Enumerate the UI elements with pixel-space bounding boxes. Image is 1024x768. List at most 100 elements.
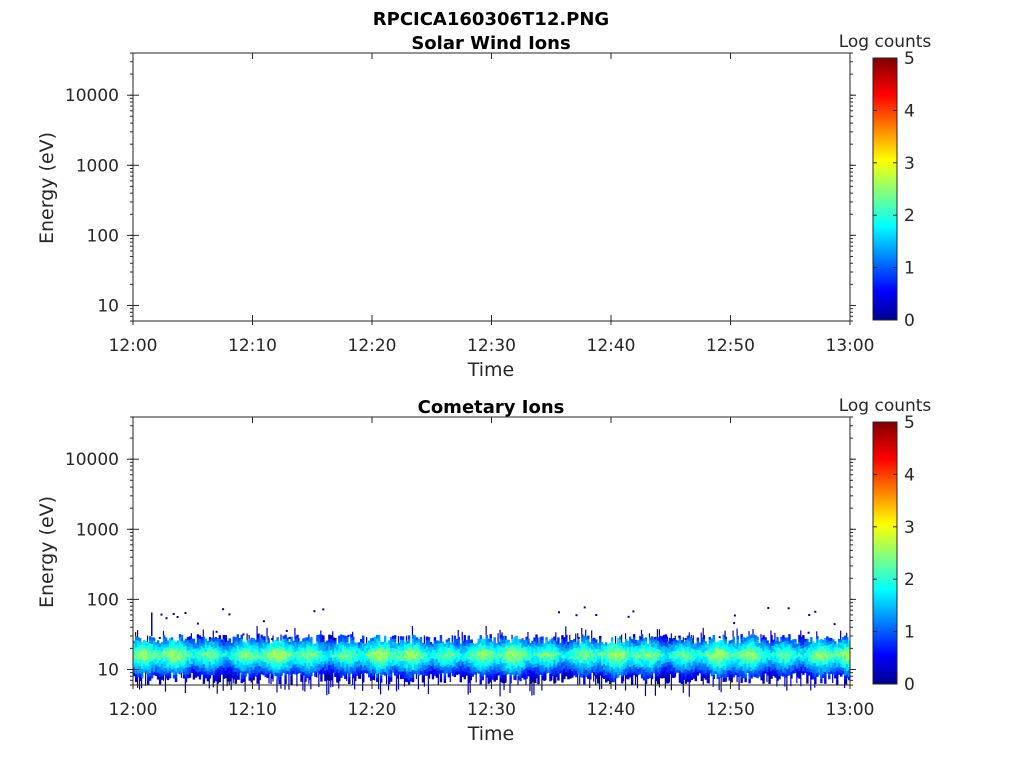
spectrogram-cell [612, 649, 616, 654]
spectrogram-cell [336, 650, 339, 654]
spectrogram-cell [816, 642, 819, 647]
spectrogram-cell [166, 650, 170, 654]
spectrogram-cell [511, 665, 514, 670]
spectrogram-cell [477, 658, 480, 663]
spectrogram-cell [212, 678, 216, 683]
spectrogram-cell [607, 659, 610, 663]
spectrogram-cell [495, 643, 498, 647]
spectrogram-cell [469, 653, 472, 657]
spectrogram-cell [503, 639, 506, 644]
spectrogram-cell [222, 674, 226, 679]
spectrogram-cell [423, 664, 427, 668]
spectrogram-cell [142, 642, 146, 646]
spectrogram-cell [587, 646, 590, 651]
spectrogram-cell [581, 662, 584, 667]
spectrogram-cell [276, 669, 279, 674]
spectrogram-cell [696, 640, 700, 645]
spectrogram-cell [258, 662, 261, 667]
spectrogram-cell [344, 667, 347, 672]
spectrogram-cell [724, 637, 727, 642]
spectrogram-cell [764, 643, 767, 647]
spectrogram-cell [539, 658, 542, 663]
spectrogram-cell [618, 639, 622, 644]
spectrogram-cell [244, 642, 247, 647]
spectrogram-cell [316, 653, 319, 658]
spectrogram-cell [304, 677, 307, 682]
spectrogram-cell [148, 650, 152, 655]
spectrogram-cell [332, 654, 335, 659]
spectrogram-cell [724, 666, 727, 671]
spectrogram-cell [515, 664, 518, 669]
spectrogram-cell [190, 658, 194, 662]
spectrogram-cell [830, 643, 833, 648]
spectrogram-cell [730, 639, 733, 644]
spectrogram-cell [136, 670, 140, 674]
spectrogram-cell [620, 666, 624, 670]
spectrogram-cell [636, 671, 640, 676]
spectrogram-cell [288, 673, 290, 690]
spectrogram-cell [810, 661, 813, 666]
spectrogram-cell [686, 658, 690, 663]
spectrogram-cell [377, 651, 381, 655]
spectrogram-cell [640, 670, 644, 675]
spectrogram-cell [750, 670, 753, 675]
spectrogram-cell [742, 660, 745, 665]
spectrogram-cell [282, 666, 285, 670]
spectrogram-cell [318, 670, 321, 675]
spectrogram-cell [686, 643, 690, 648]
spectrogram-cell [700, 644, 704, 649]
spectrogram-cell [607, 650, 610, 654]
spectrogram-cell [722, 638, 725, 643]
spectrogram-cell [262, 662, 265, 666]
spectrogram-cell [509, 682, 511, 694]
spectrogram-cell [479, 675, 482, 681]
spectrogram-cell [565, 626, 567, 635]
spectrogram-cell [216, 668, 220, 673]
spectrogram-cell [356, 653, 359, 657]
spectrogram-cell [770, 653, 773, 658]
spectrogram-cell [152, 665, 156, 670]
spectrogram-cell [844, 663, 847, 669]
spectrogram-cell [507, 656, 510, 661]
spectrogram-cell [284, 646, 287, 652]
spectrogram-cell [720, 643, 723, 647]
spectrogram-cell [256, 642, 259, 647]
spectrogram-cell [282, 635, 285, 640]
spectrogram-cell [234, 664, 237, 669]
spectrogram-cell [226, 647, 229, 652]
spectrogram-cell [348, 670, 351, 674]
spectrogram-cell [557, 676, 560, 681]
spectrogram-cell [684, 672, 688, 677]
spectrogram-cell [648, 670, 652, 675]
spectrogram-cell [180, 647, 184, 652]
spectrogram-cell [515, 648, 518, 653]
spectrogram-cell [561, 639, 564, 644]
spectrogram-cell [316, 659, 319, 664]
spectrogram-cell [788, 664, 791, 669]
spectrogram-cell [483, 665, 486, 669]
spectrogram-cell [401, 667, 405, 672]
spectrogram-cell [549, 677, 552, 682]
spectrogram-cell [202, 656, 206, 661]
spectrogram-cell [575, 668, 578, 672]
spectrogram-cell [543, 649, 546, 654]
spectrogram-cell [497, 666, 500, 670]
spectrogram-cell [318, 641, 321, 645]
spectrogram-cell [150, 664, 154, 669]
spectrogram-cell [822, 674, 825, 679]
spectrogram-cell [786, 666, 789, 670]
spectrogram-cell [358, 672, 361, 676]
spectrogram-cell [848, 646, 851, 651]
spectrogram-cell [591, 669, 594, 673]
spectrogram-cell [824, 668, 827, 673]
spectrogram-cell [650, 643, 654, 648]
spectrogram-cell [581, 673, 584, 678]
spectrogram-cell [754, 638, 757, 643]
spectrogram-cell [808, 664, 811, 668]
spectrogram-cell [794, 667, 797, 671]
spectrogram-cell [740, 646, 743, 651]
spectrogram-cell [160, 644, 164, 649]
spectrogram-cell [545, 667, 548, 671]
spectrogram-cell [846, 664, 849, 668]
